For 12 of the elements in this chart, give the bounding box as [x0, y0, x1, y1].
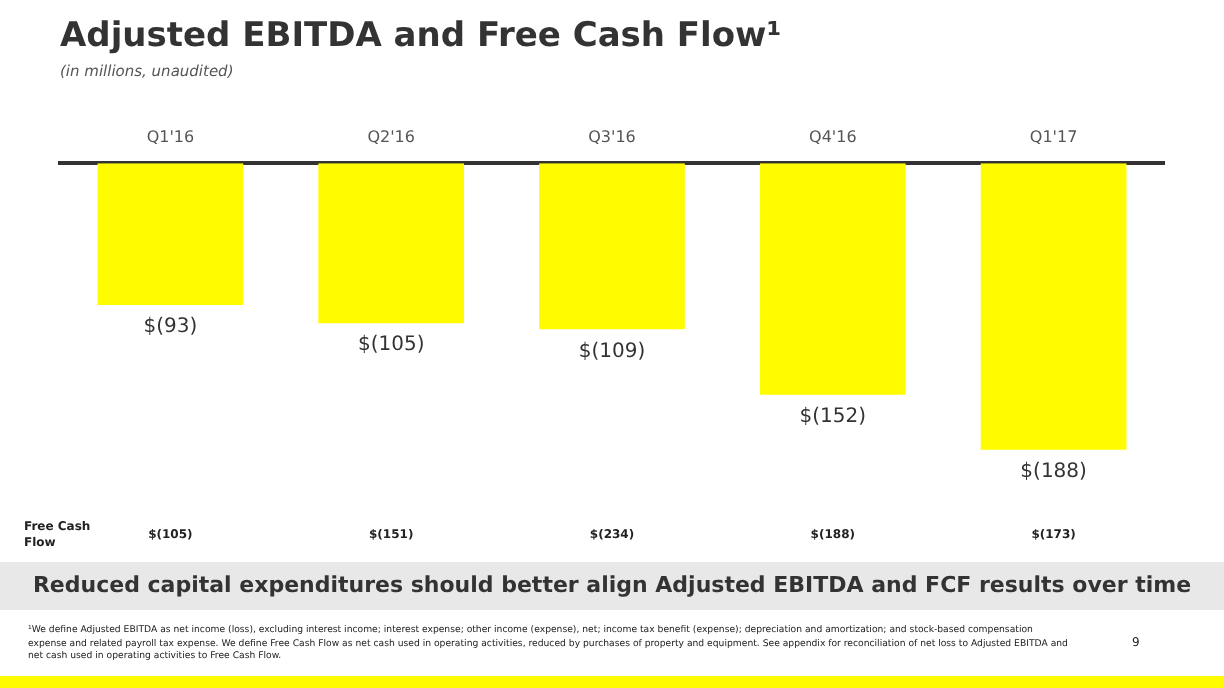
data-label: $(93) [143, 316, 198, 339]
x-tick-label: Q1'17 [1029, 127, 1078, 146]
text: Reduced capital expenditures should better align Adjusted EBITDA and FCF results over time [0, 562, 1224, 610]
data-label: $(152) [799, 406, 867, 429]
chart-title: Adjusted EBITDA and Free Cash Flow¹ [60, 16, 782, 56]
x-tick-label: Q3'16 [588, 127, 636, 146]
x-tick-label: Q4'16 [809, 127, 857, 146]
x-tick-label: Q1'16 [146, 127, 195, 146]
data-label: $(188) [1020, 460, 1088, 483]
data-label: $(105) [357, 334, 425, 357]
x-tick-label: Q2'16 [367, 127, 415, 146]
data-label: $(109) [578, 340, 646, 363]
